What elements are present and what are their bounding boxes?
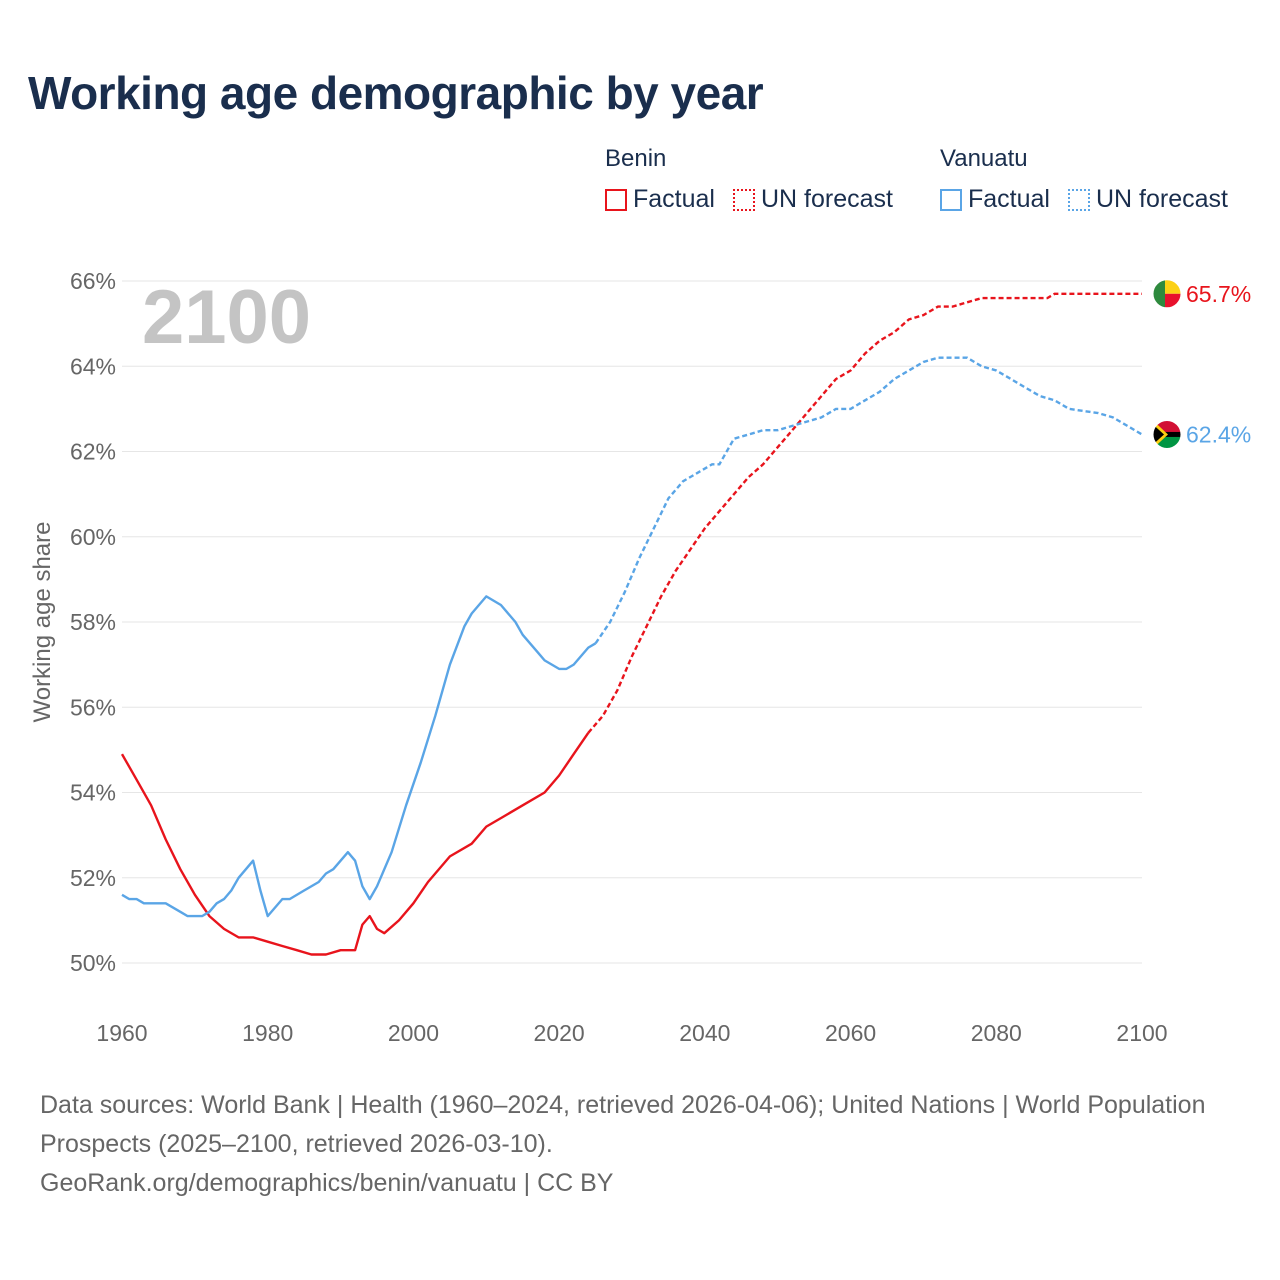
benin-factual-swatch — [605, 188, 627, 211]
vanuatu-flag-icon — [1153, 420, 1181, 449]
y-tick-label: 66% — [70, 268, 116, 294]
benin-forecast-swatch — [732, 188, 755, 211]
y-tick-label: 52% — [70, 865, 116, 891]
vanuatu-factual-line — [121, 595, 597, 918]
y-tick-label: 50% — [70, 950, 116, 976]
flag-ring — [1152, 279, 1182, 309]
legend-benin-name: Benin — [605, 145, 667, 172]
legend-benin-forecast[interactable]: UN forecast — [732, 185, 893, 214]
y-tick-label: 60% — [70, 524, 116, 550]
vanuatu-forecast-swatch — [1067, 188, 1090, 211]
vanuatu-forecast-line — [594, 356, 1143, 644]
y-axis-label: Working age share — [29, 522, 56, 723]
y-axis: 50% 52% 54% 56% 58% 60% 62% 64% 66% — [70, 268, 116, 976]
grid — [122, 280, 1142, 964]
legend-benin: Benin Factual UN forecast — [605, 145, 911, 214]
x-tick-label: 2020 — [534, 1020, 585, 1046]
flag-ring — [1152, 419, 1182, 449]
x-tick-label: 1960 — [96, 1020, 147, 1046]
x-tick-label: 2000 — [388, 1020, 439, 1046]
benin-end-label: 65.7% — [1186, 281, 1251, 307]
footer: Data sources: World Bank | Health (1960–… — [40, 1086, 1220, 1203]
y-tick-label: 54% — [70, 780, 116, 806]
x-tick-label: 2040 — [679, 1020, 730, 1046]
legend-vanuatu-factual[interactable]: Factual — [940, 185, 1050, 214]
legend-benin-factual[interactable]: Factual — [605, 185, 715, 214]
chart-title: Working age demographic by year — [28, 67, 764, 119]
legend-vanuatu-forecast-label: UN forecast — [1095, 185, 1228, 213]
year-label: 2100 — [142, 275, 311, 360]
end-markers: 65.7% 62.4% — [1152, 279, 1251, 449]
legend-benin-forecast-label: UN forecast — [760, 185, 893, 213]
legend-vanuatu-factual-label: Factual — [968, 185, 1050, 213]
x-axis: 1960 1980 2000 2020 2040 2060 2080 2100 — [96, 1020, 1167, 1046]
benin-factual-line — [120, 732, 590, 956]
x-tick-label: 2080 — [971, 1020, 1022, 1046]
flag-green — [1153, 279, 1165, 308]
y-tick-label: 58% — [70, 609, 116, 635]
vanuatu-end-label: 62.4% — [1186, 421, 1251, 447]
y-tick-label: 62% — [70, 439, 116, 465]
footer-sources: Data sources: World Bank | Health (1960–… — [40, 1091, 1206, 1158]
x-tick-label: 2060 — [825, 1020, 876, 1046]
y-tick-label: 64% — [70, 353, 116, 379]
x-tick-label: 2100 — [1116, 1020, 1167, 1046]
line-chart: 50% 52% 54% 56% 58% 60% 62% 64% 66% 1960 1980 2000… — [29, 268, 1251, 1046]
footer-link[interactable]: GeoRank.org/demographics/benin/vanuatu |… — [40, 1169, 614, 1197]
flag-black-triangle — [1153, 424, 1164, 445]
series-group — [120, 292, 1143, 956]
legend-vanuatu: Vanuatu Factual UN forecast — [940, 145, 1246, 214]
x-tick-label: 1980 — [242, 1020, 293, 1046]
benin-forecast-line — [587, 292, 1142, 734]
vanuatu-factual-swatch — [940, 188, 962, 211]
y-tick-label: 56% — [70, 694, 116, 720]
legend-vanuatu-forecast[interactable]: UN forecast — [1067, 185, 1228, 214]
legend-vanuatu-name: Vanuatu — [940, 145, 1028, 172]
legend-benin-factual-label: Factual — [633, 185, 715, 213]
